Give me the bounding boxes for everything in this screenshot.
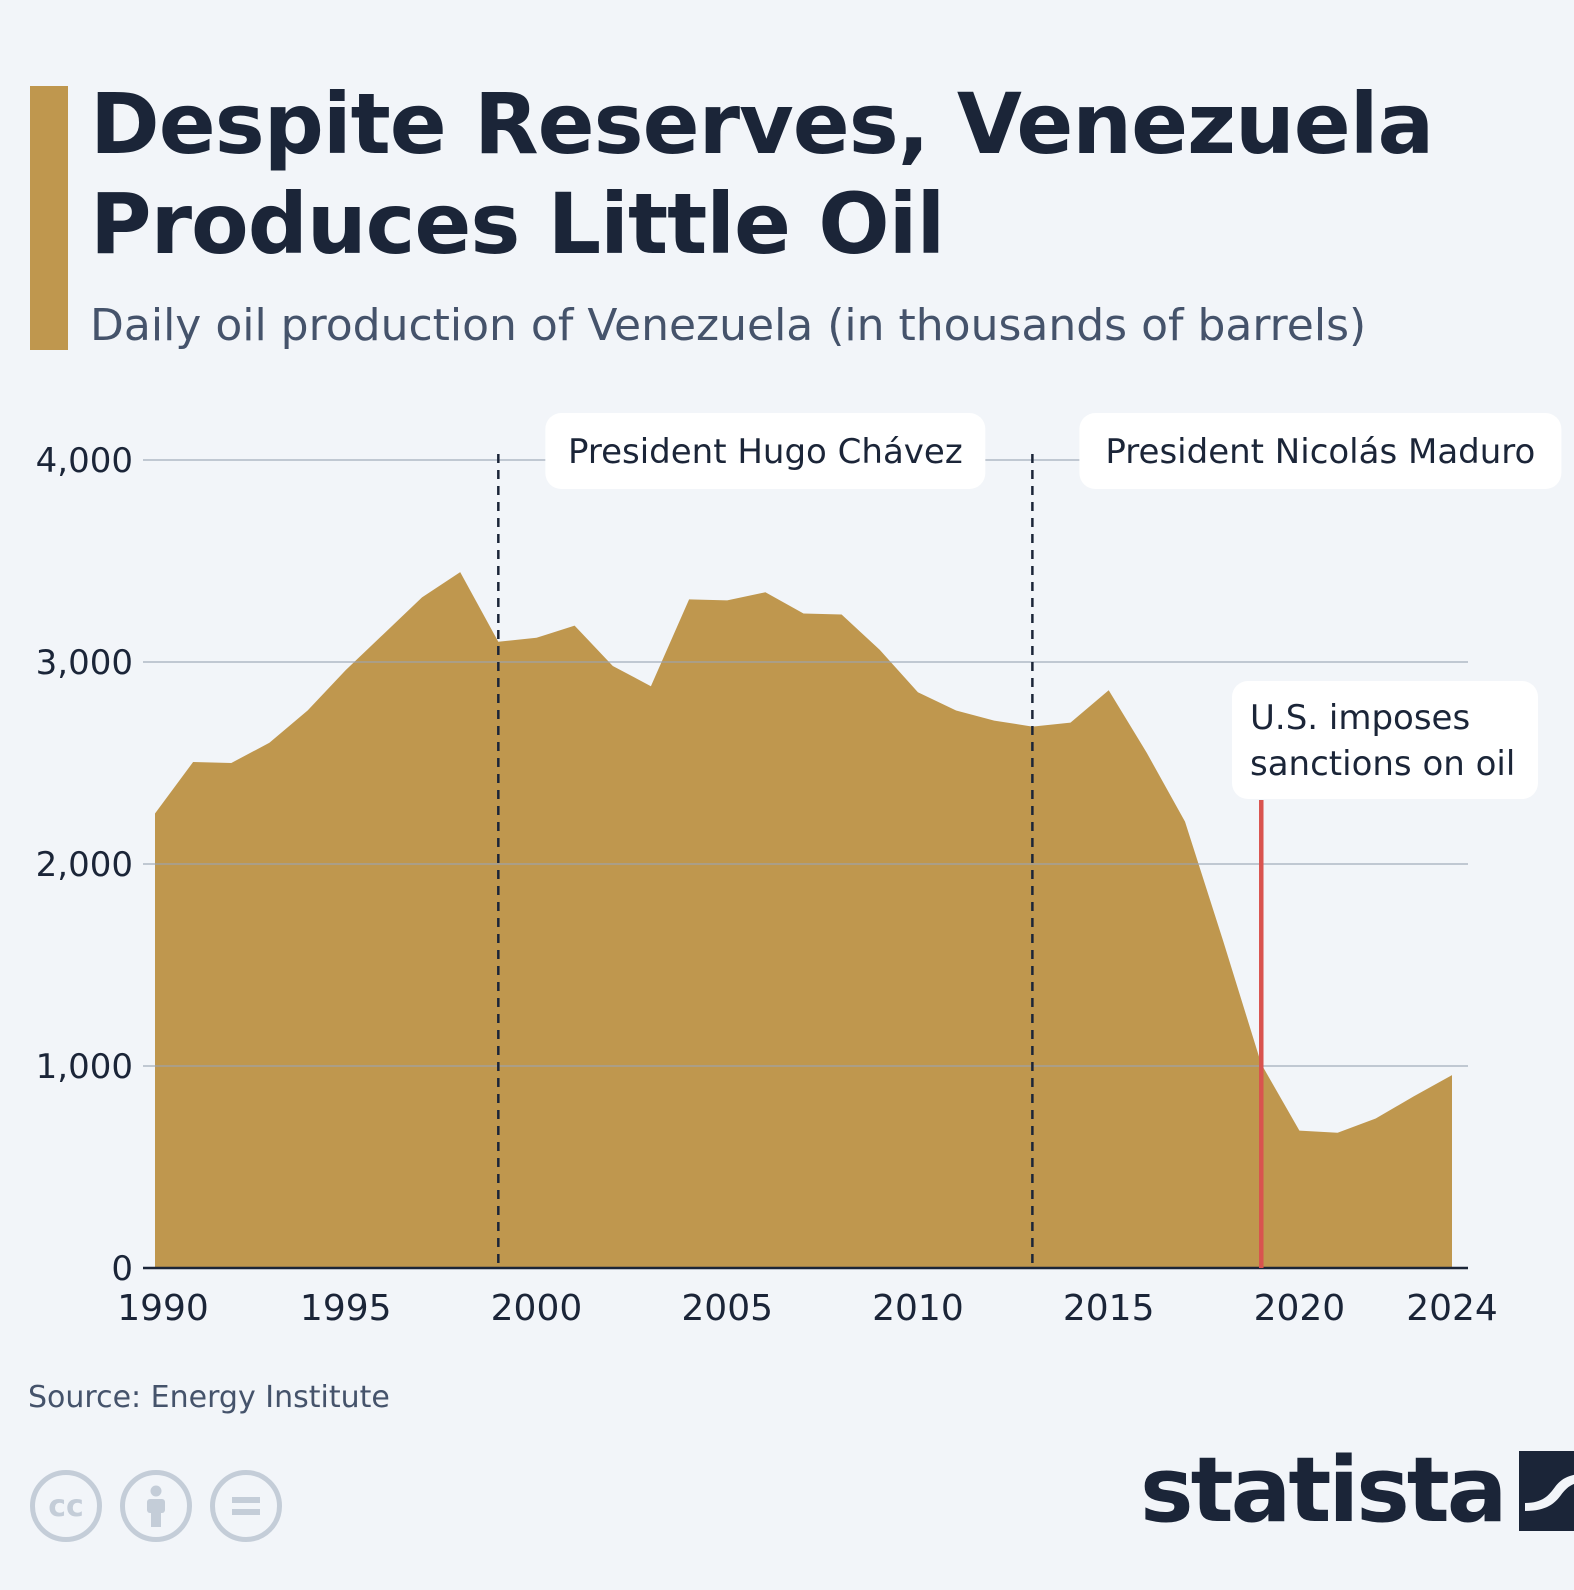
statista-logo[interactable]: statista	[1140, 1446, 1574, 1536]
page-title: Despite Reserves, Venezuela Produces Lit…	[90, 75, 1434, 273]
statista-mark-icon	[1518, 1451, 1574, 1531]
license-icons: cc	[30, 1470, 282, 1542]
page-subtitle: Daily oil production of Venezuela (in th…	[90, 300, 1367, 351]
attribution-icon[interactable]	[120, 1470, 192, 1542]
no-derivatives-icon[interactable]	[210, 1470, 282, 1542]
y-tick-label: 4,000	[36, 441, 133, 481]
x-tick-label: 2005	[681, 1288, 773, 1329]
x-tick-label: 2015	[1063, 1288, 1155, 1329]
y-tick-label: 0	[111, 1249, 133, 1289]
x-tick-label: 1990	[117, 1288, 209, 1329]
title-accent-bar	[30, 86, 68, 350]
source-note: Source: Energy Institute	[28, 1380, 390, 1415]
x-tick-label: 1995	[300, 1288, 392, 1329]
annotation-label: U.S. imposes sanctions on oil	[1250, 698, 1515, 784]
annotation-box	[545, 413, 986, 489]
area-series	[155, 572, 1452, 1268]
annotation-box	[1079, 413, 1562, 489]
oil-production-chart: 0 1,000 2,000 3,000 4,000 1990 1995 2000 2005 201…	[36, 413, 1562, 1329]
cc-icon[interactable]: cc	[30, 1470, 102, 1542]
brand-wordmark: statista	[1140, 1438, 1508, 1543]
annotation-label: President Hugo Chávez	[568, 432, 963, 472]
y-tick-label: 1,000	[36, 1047, 133, 1087]
x-tick-label: 2000	[491, 1288, 583, 1329]
annotation-label: President Nicolás Maduro	[1105, 432, 1535, 472]
annotation-box	[1232, 681, 1538, 799]
x-tick-label: 2024	[1406, 1288, 1498, 1329]
y-tick-label: 3,000	[36, 643, 133, 683]
x-tick-label: 2010	[872, 1288, 964, 1329]
y-tick-label: 2,000	[36, 845, 133, 885]
x-tick-label: 2020	[1254, 1288, 1346, 1329]
